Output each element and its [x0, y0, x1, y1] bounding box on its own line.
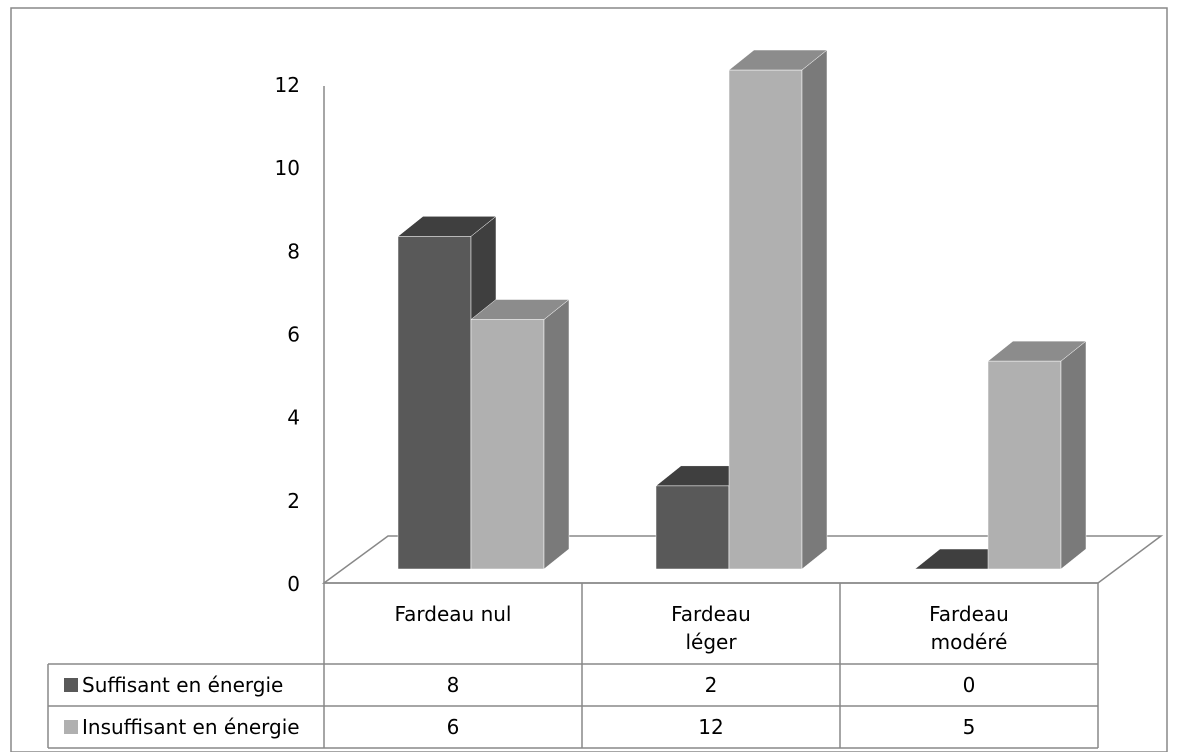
table-value: 2: [705, 673, 718, 697]
bar-front: [470, 319, 545, 570]
bar-top: [728, 49, 828, 71]
bar-top: [397, 216, 497, 237]
y-tick-label: 2: [287, 489, 300, 513]
y-tick-label: 8: [287, 239, 300, 263]
table-value: 8: [447, 673, 460, 697]
y-tick-label: 10: [275, 156, 300, 180]
legend-key: [64, 720, 78, 734]
chart-border: [10, 7, 1168, 752]
category-label: Fardeau: [671, 602, 751, 626]
legend-label: Insuffisant en énergie: [82, 715, 300, 739]
bar-front: [655, 485, 730, 570]
table-value: 0: [963, 673, 976, 697]
category-label: Fardeau nul: [395, 602, 512, 626]
category-label: modéré: [931, 630, 1008, 654]
bar-side: [801, 49, 828, 570]
bar-side: [543, 298, 570, 570]
bar-side: [1060, 340, 1087, 570]
y-tick-label: 0: [287, 572, 300, 596]
table-value: 12: [698, 715, 723, 739]
bar-top: [470, 299, 570, 320]
y-tick-label: 4: [287, 406, 300, 430]
category-label: léger: [685, 630, 737, 654]
category-label: Fardeau: [929, 602, 1009, 626]
bar-front: [987, 360, 1062, 570]
bar-front: [397, 236, 472, 570]
table-value: 6: [447, 715, 460, 739]
legend-key: [64, 678, 78, 692]
bar-front: [728, 69, 803, 570]
bar-top: [987, 340, 1087, 362]
table-value: 5: [963, 715, 976, 739]
y-tick-label: 6: [287, 323, 300, 347]
y-tick-label: 12: [275, 73, 300, 97]
legend-label: Suffisant en énergie: [82, 673, 283, 697]
